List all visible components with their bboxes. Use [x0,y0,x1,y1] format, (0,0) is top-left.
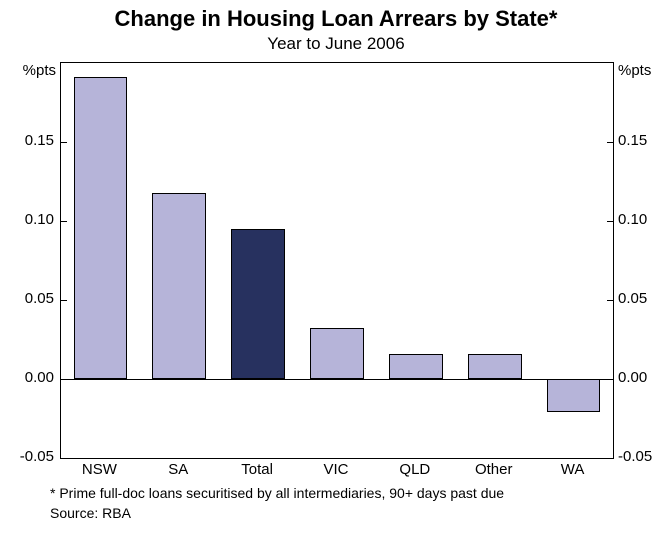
xtick-label: SA [139,461,218,478]
ytick-mark-left [61,300,67,301]
ytick-left: 0.05 [8,290,54,307]
xtick-label: Total [218,461,297,478]
bar [468,354,522,379]
plot-area [60,62,614,459]
ytick-mark-right [607,379,613,380]
xtick-label: WA [533,461,612,478]
bar [152,193,206,379]
xtick-label: VIC [297,461,376,478]
ytick-mark-right [607,300,613,301]
ytick-mark-left [61,221,67,222]
ytick-left: 0.00 [8,369,54,386]
ytick-mark-right [607,458,613,459]
xtick-label: Other [454,461,533,478]
y-axis-label-left: %pts [10,62,56,79]
ytick-mark-left [61,379,67,380]
chart-footnote: * Prime full-doc loans securitised by al… [50,485,504,501]
ytick-right: -0.05 [618,448,652,465]
ytick-right: 0.10 [618,211,647,228]
bar [310,328,364,379]
ytick-mark-left [61,458,67,459]
chart-title: Change in Housing Loan Arrears by State* [0,6,672,32]
y-axis-label-right: %pts [618,62,651,79]
chart-source: Source: RBA [50,505,131,521]
zero-line [61,379,613,380]
bar [547,379,601,412]
xtick-label: NSW [60,461,139,478]
chart-container: { "chart": { "type": "bar", "title": "Ch… [0,0,672,539]
bar [389,354,443,379]
ytick-right: 0.00 [618,369,647,386]
xtick-label: QLD [375,461,454,478]
ytick-left: 0.15 [8,132,54,149]
ytick-right: 0.05 [618,290,647,307]
bar [74,77,128,379]
ytick-mark-left [61,142,67,143]
ytick-mark-right [607,142,613,143]
ytick-right: 0.15 [618,132,647,149]
bar [231,229,285,379]
ytick-mark-right [607,221,613,222]
ytick-left: -0.05 [8,448,54,465]
ytick-left: 0.10 [8,211,54,228]
chart-subtitle: Year to June 2006 [0,34,672,54]
